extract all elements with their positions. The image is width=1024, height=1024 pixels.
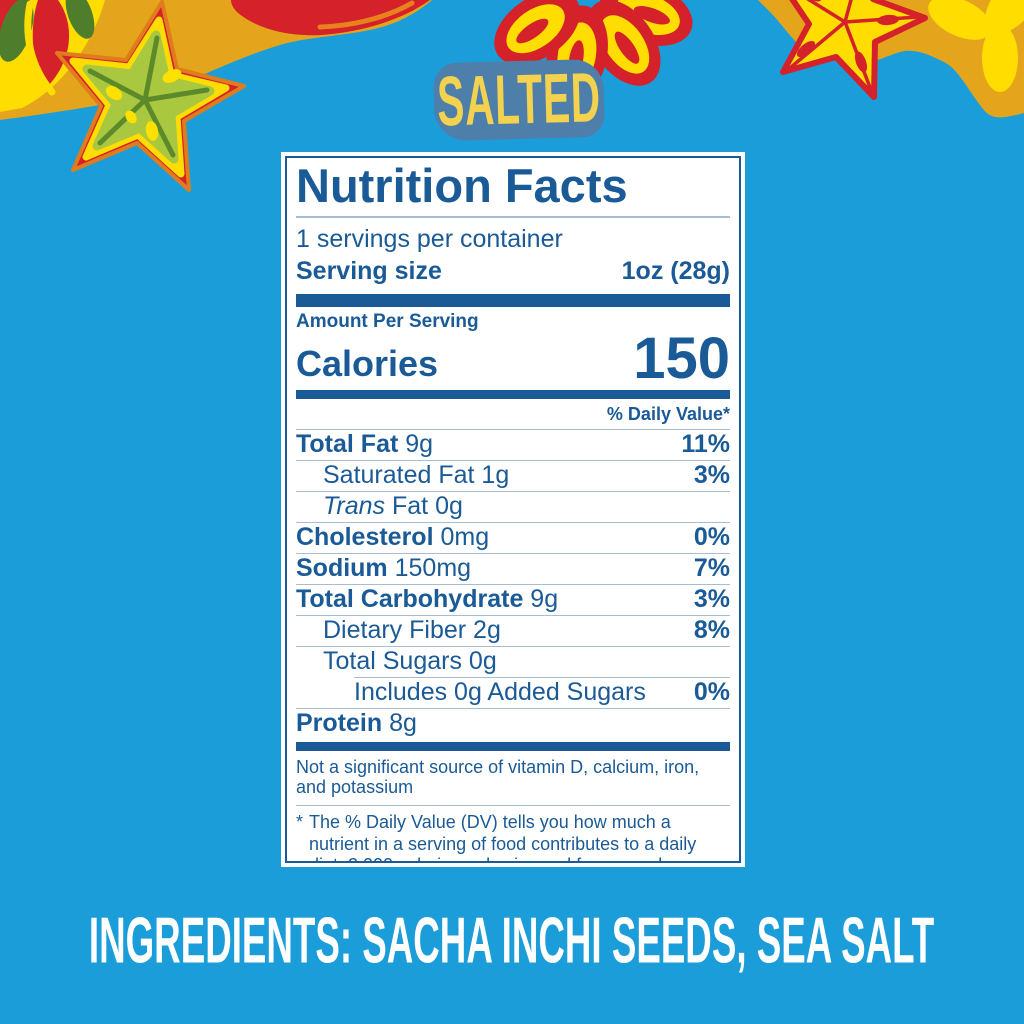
serving-size-row: Serving size 1oz (28g) xyxy=(296,254,730,294)
yellow-star-flower-icon xyxy=(780,0,928,100)
nutrient-row-added-sugars: Includes 0g Added Sugars 0% xyxy=(296,678,730,709)
thick-divider-bar xyxy=(296,389,730,399)
nutrient-row-protein: Protein 8g xyxy=(296,709,417,738)
nutrient-row-trans-fat: Trans Fat 0g xyxy=(296,492,730,523)
nutrition-facts-title: Nutrition Facts xyxy=(296,159,730,218)
nutrition-facts-inner: Nutrition Facts 1 servings per container… xyxy=(285,156,741,863)
corner-leaves-icon xyxy=(0,0,105,112)
daily-value-header: % Daily Value* xyxy=(296,399,730,430)
thick-divider-bar xyxy=(296,293,730,307)
thick-divider-bar xyxy=(296,741,730,751)
serving-size-value: 1oz (28g) xyxy=(621,256,730,285)
calories-value: 150 xyxy=(633,325,730,391)
flavor-badge-label: SALTED xyxy=(436,58,602,142)
nutrient-row-total-carbohydrate: Total Carbohydrate 9g 3% xyxy=(296,585,730,616)
nutrient-row-total-sugars: Total Sugars 0g xyxy=(323,647,497,676)
serving-size-label: Serving size xyxy=(296,256,442,285)
nutrient-row-total-fat: Total Fat 9g 11% xyxy=(296,430,730,461)
ingredients-line: INGREDIENTS: SACHA INCHI SEEDS, SEA SALT xyxy=(0,896,1024,986)
servings-per-container: 1 servings per container xyxy=(296,224,563,253)
nutrient-row-sodium: Sodium 150mg 7% xyxy=(296,554,730,585)
amount-per-serving-label: Amount Per Serving xyxy=(296,310,479,332)
calories-row: Calories 150 xyxy=(296,325,730,391)
not-significant-note: Not a significant source of vitamin D, c… xyxy=(296,751,730,807)
starfruit-flower-icon xyxy=(55,0,246,192)
gold-wave-band xyxy=(0,0,1024,120)
ingredients-text: INGREDIENTS: SACHA INCHI SEEDS, SEA SALT xyxy=(89,905,935,977)
flavor-badge: SALTED xyxy=(433,58,605,142)
indented-divider xyxy=(354,676,730,678)
nutrition-facts-label: Nutrition Facts 1 servings per container… xyxy=(281,152,745,867)
yellow-flower-silhouette-icon xyxy=(928,0,1024,92)
nutrient-row-saturated-fat: Saturated Fat 1g 3% xyxy=(296,461,730,492)
daily-value-footnote: * The % Daily Value (DV) tells you how m… xyxy=(296,812,697,861)
footnote-asterisk: * xyxy=(296,812,304,833)
red-leaf-icon xyxy=(231,0,430,36)
nutrient-row-cholesterol: Cholesterol 0mg 0% xyxy=(296,523,730,554)
calories-label: Calories xyxy=(296,343,439,385)
nutrient-row-dietary-fiber: Dietary Fiber 2g 8% xyxy=(296,616,730,647)
